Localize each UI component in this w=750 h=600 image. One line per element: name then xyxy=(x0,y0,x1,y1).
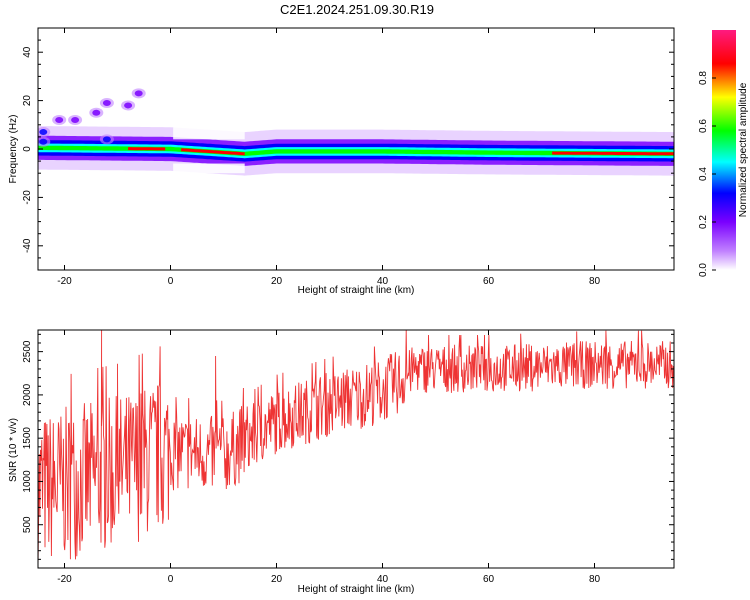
colorbar-tick-label: 0.2 xyxy=(698,215,709,229)
colorbar-tick-label: 0.4 xyxy=(698,167,709,181)
snr-ytick-label: 1500 xyxy=(22,427,33,450)
spectrogram-xtick-label: 20 xyxy=(271,276,283,287)
snr-ytick-label: 2000 xyxy=(22,383,33,406)
snr-plot-area xyxy=(38,330,674,568)
snr-xlabel: Height of straight line (km) xyxy=(298,584,415,595)
snr-series-line xyxy=(38,330,674,568)
spectrogram-blob xyxy=(124,102,133,109)
spectrogram-band-green xyxy=(38,145,674,156)
spectrogram-blob xyxy=(39,129,48,136)
chart-title: C2E1.2024.251.09.30.R19 xyxy=(280,2,434,17)
spectrogram-xtick-label: -20 xyxy=(57,276,72,287)
spectrogram-xtick-label: 40 xyxy=(377,276,389,287)
colorbar-label: Normalized spectral amplitude xyxy=(738,82,749,217)
snr-xtick-label: 60 xyxy=(483,574,495,585)
spectrogram-ytick-label: 0 xyxy=(22,146,33,152)
spectrogram-xlabel: Height of straight line (km) xyxy=(298,285,415,296)
spectrogram-ytick-label: 40 xyxy=(22,46,33,58)
colorbar-tick-label: 0.8 xyxy=(698,71,709,85)
snr-xtick-label: -20 xyxy=(57,574,72,585)
spectrogram-ytick-label: 20 xyxy=(22,95,33,107)
snr-xtick-label: 20 xyxy=(271,574,283,585)
colorbar: 0.0 0.2 0.4 0.6 0.8 Normalized spectral ampl… xyxy=(698,30,749,277)
snr-ytick-label: 2500 xyxy=(22,340,33,363)
spectrogram-xtick-label: 0 xyxy=(168,276,174,287)
snr-frame xyxy=(37,329,675,569)
spectrogram-ytick-label: -20 xyxy=(22,190,33,205)
spectrogram-panel: -20 0 20 40 60 80 -40 -20 0 20 40 Height of straig… xyxy=(8,27,675,296)
spectrogram-hot-ridge xyxy=(180,148,245,156)
snr-ytick-label: 1000 xyxy=(22,470,33,493)
snr-axes: -20 0 20 40 60 80 500 1000 1500 2000 2500 xyxy=(22,330,674,585)
spectrogram-plot-area xyxy=(38,88,674,176)
spectrogram-xtick-label: 60 xyxy=(483,276,495,287)
colorbar-tick-label: 0.0 xyxy=(698,263,709,277)
colorbar-gradient xyxy=(712,30,736,270)
spectrogram-axes: -20 0 20 40 60 80 -40 -20 0 20 40 xyxy=(22,27,674,287)
spectrogram-blob xyxy=(92,109,101,116)
snr-xtick-label: 80 xyxy=(589,574,601,585)
spectrogram-hot-ridge xyxy=(552,151,674,156)
spectrogram-blob xyxy=(134,90,143,97)
spectrogram-xtick-label: 80 xyxy=(589,276,601,287)
colorbar-tick-label: 0.6 xyxy=(698,119,709,133)
spectrogram-ylabel: Frequency (Hz) xyxy=(8,115,19,184)
spectrogram-ytick-label: -40 xyxy=(22,238,33,253)
snr-panel: -20 0 20 40 60 80 500 1000 1500 2000 2500 Height o… xyxy=(8,329,675,595)
snr-ytick-label: 500 xyxy=(22,516,33,533)
spectrogram-blob xyxy=(102,136,111,143)
snr-ylabel: SNR (10 * v/v) xyxy=(8,418,19,482)
spectrogram-gap-lower xyxy=(173,163,245,174)
spectrogram-gap-upper xyxy=(173,127,245,140)
spectrogram-blob xyxy=(71,116,80,123)
spectrogram-blob xyxy=(55,116,64,123)
spectrogram-blob xyxy=(102,100,111,107)
snr-xtick-label: 0 xyxy=(168,574,174,585)
spectrogram-blob xyxy=(39,138,48,145)
colorbar-ticks: 0.0 0.2 0.4 0.6 0.8 xyxy=(698,71,716,277)
snr-xtick-label: 40 xyxy=(377,574,389,585)
